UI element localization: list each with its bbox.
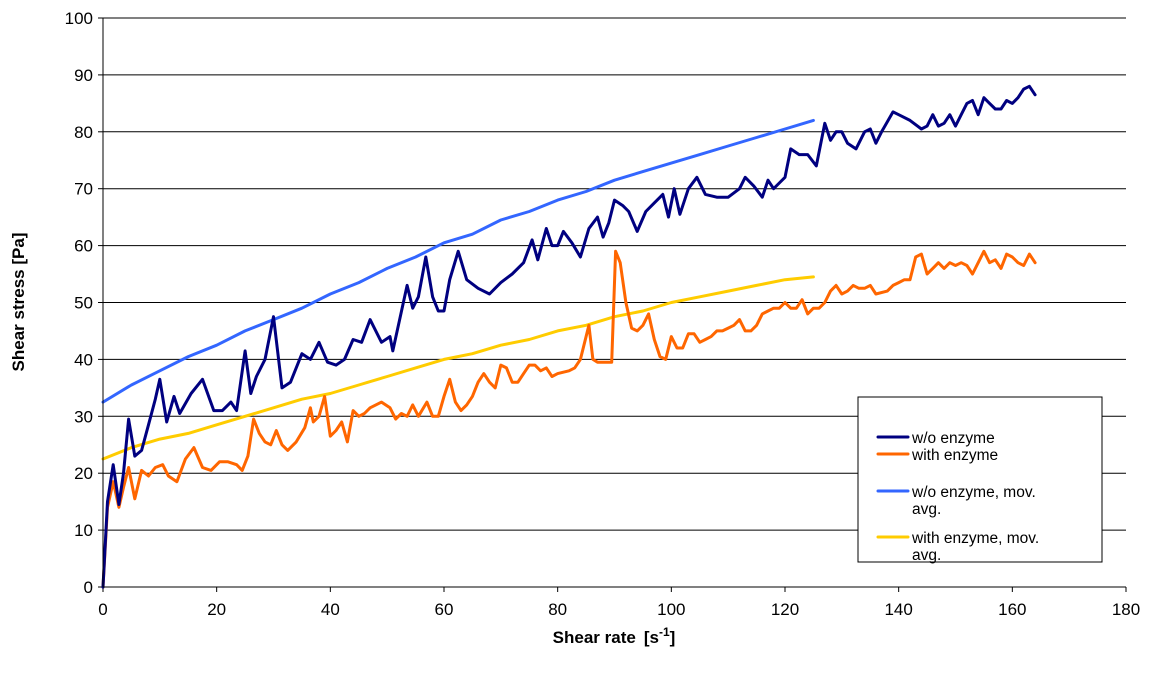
- series-line-w-o-enzyme-mov-avg: [101, 118, 815, 404]
- y-axis-ticks: 0 10 20 30 40 50 60 70 80 90 100: [65, 9, 103, 597]
- y-tick-label: 10: [74, 521, 93, 540]
- x-axis-title-unit-close: ]: [670, 628, 676, 647]
- x-tick-label: 20: [207, 600, 226, 619]
- x-tick-label: 180: [1112, 600, 1140, 619]
- series-lines: [101, 84, 1037, 589]
- legend-label-with-enzyme-mov-avg: with enzyme, mov. avg.: [911, 530, 1039, 564]
- legend: w/o enzyme with enzyme w/o enzyme, mov. a…: [857, 396, 1103, 564]
- x-tick-label: 120: [771, 600, 799, 619]
- x-axis-title-unit: [s: [644, 628, 659, 647]
- y-tick-label: 0: [84, 578, 93, 597]
- legend-label-line: avg.: [912, 547, 941, 564]
- x-axis-title-label: Shear rate: [553, 628, 636, 647]
- x-tick-label: 0: [98, 600, 107, 619]
- legend-label-line: avg.: [912, 501, 941, 518]
- legend-label-with-enzyme: with enzyme: [911, 447, 998, 464]
- y-tick-label: 90: [74, 66, 93, 85]
- y-axis-title: Shear stress [Pa]: [9, 233, 28, 372]
- legend-box: [857, 396, 1103, 563]
- legend-label-w-o-enzyme-mov-avg: w/o enzyme, mov. avg.: [911, 484, 1036, 518]
- series-line-w-o-enzyme: [101, 84, 1037, 589]
- x-axis-title: Shear rate [s-1]: [553, 625, 676, 647]
- y-tick-label: 30: [74, 407, 93, 426]
- y-tick-label: 70: [74, 180, 93, 199]
- y-tick-label: 80: [74, 123, 93, 142]
- y-tick-label: 60: [74, 237, 93, 256]
- y-tick-label: 40: [74, 350, 93, 369]
- x-tick-label: 100: [657, 600, 685, 619]
- series-line-with-enzyme: [101, 249, 1037, 589]
- x-tick-label: 140: [884, 600, 912, 619]
- x-axis-ticks: 0 20 40 60 80 100 120 140 160 180: [98, 587, 1140, 619]
- y-tick-label: 50: [74, 294, 93, 313]
- x-tick-label: 160: [998, 600, 1026, 619]
- x-tick-label: 40: [321, 600, 340, 619]
- series-line-with-enzyme-mov-avg: [101, 275, 815, 461]
- legend-label-line: with enzyme, mov.: [911, 530, 1039, 547]
- legend-label-line: w/o enzyme, mov.: [911, 484, 1036, 501]
- y-tick-label: 100: [65, 9, 93, 28]
- x-tick-label: 60: [435, 600, 454, 619]
- y-tick-label: 20: [74, 464, 93, 483]
- legend-label-w-o-enzyme: w/o enzyme: [911, 430, 995, 447]
- x-tick-label: 80: [548, 600, 567, 619]
- x-axis-title-unit-sup: -1: [659, 625, 670, 639]
